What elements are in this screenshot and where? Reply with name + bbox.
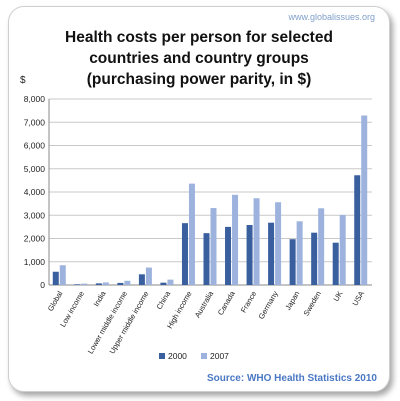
y-tick-label: 2,000 (24, 234, 46, 244)
bar-2000 (160, 282, 167, 285)
bar-2007 (275, 202, 282, 285)
bar-2007 (318, 208, 325, 285)
bar-2007 (81, 283, 88, 285)
y-tick-label: 4,000 (24, 187, 46, 197)
bar-2000 (95, 283, 102, 285)
y-tick-label: 1,000 (24, 257, 46, 267)
bar-chart: 0 1,000 2,000 3,000 4,000 5,000 6,000 7,000 8,00… (24, 94, 372, 361)
bar-2007 (361, 115, 368, 285)
chart-frame: www.globalissues.org Health costs per pe… (8, 6, 390, 392)
chart-title: Health costs per person for selected cou… (9, 27, 389, 90)
bar-2007 (339, 215, 346, 285)
y-tick-label: 7,000 (24, 117, 46, 127)
bar-2000 (52, 271, 59, 285)
x-tick-label: UK (331, 290, 344, 304)
x-tick-label: Canada (216, 289, 237, 317)
bar-2007 (188, 183, 195, 285)
x-tick-label: Germany (257, 289, 280, 320)
y-tick-label: 3,000 (24, 210, 46, 220)
y-axis-unit: $ (20, 75, 26, 86)
source-note: Source: WHO Health Statistics 2010 (206, 373, 377, 384)
y-tick-label: 8,000 (24, 94, 46, 104)
bar-2000 (289, 239, 296, 285)
x-tick-label: Australia (193, 289, 216, 319)
x-tick-label: Global (46, 289, 65, 313)
legend-label: 2000 (168, 351, 187, 361)
watermark: www.globalissues.org (288, 12, 375, 22)
bar-2007 (59, 265, 66, 285)
x-tick-label: China (155, 289, 173, 311)
x-tick-label: India (92, 289, 108, 308)
bar-2000 (138, 274, 145, 285)
x-tick-label: Japan (283, 290, 301, 312)
legend-swatch-2007 (201, 353, 207, 359)
legend-label: 2007 (210, 351, 229, 361)
y-tick-label: 5,000 (24, 164, 46, 174)
x-tick-label: USA (350, 290, 366, 308)
bar-2000 (354, 175, 361, 285)
bar-2000 (74, 284, 81, 285)
bar-2007 (253, 198, 260, 285)
bar-2007 (232, 194, 239, 285)
bar-2007 (102, 282, 109, 285)
bar-2007 (145, 267, 152, 285)
bar-2000 (225, 226, 232, 285)
bar-2000 (311, 232, 318, 285)
y-tick-label: 6,000 (24, 141, 46, 151)
bar-2000 (181, 223, 188, 285)
x-tick-label: Upper middle income (107, 290, 150, 356)
chart-title-line-3: (purchasing power parity, in $) (86, 71, 312, 88)
bar-2007 (296, 221, 303, 285)
y-tick-label: 0 (40, 280, 45, 290)
bar-2000 (246, 225, 253, 285)
bar-2007 (124, 280, 131, 285)
bar-2007 (210, 208, 217, 285)
chart-title-line-1: Health costs per person for selected (65, 29, 333, 46)
bar-2000 (268, 222, 275, 285)
bar-2000 (117, 282, 124, 285)
chart-title-line-2: countries and country groups (89, 50, 309, 67)
legend-swatch-2000 (159, 353, 165, 359)
x-tick-label: Sweden (302, 290, 323, 318)
x-tick-label: Lower middle income (86, 290, 129, 356)
x-tick-label: France (239, 290, 258, 315)
bar-2007 (167, 279, 174, 285)
bar-2000 (203, 233, 210, 285)
bar-2000 (332, 242, 339, 285)
